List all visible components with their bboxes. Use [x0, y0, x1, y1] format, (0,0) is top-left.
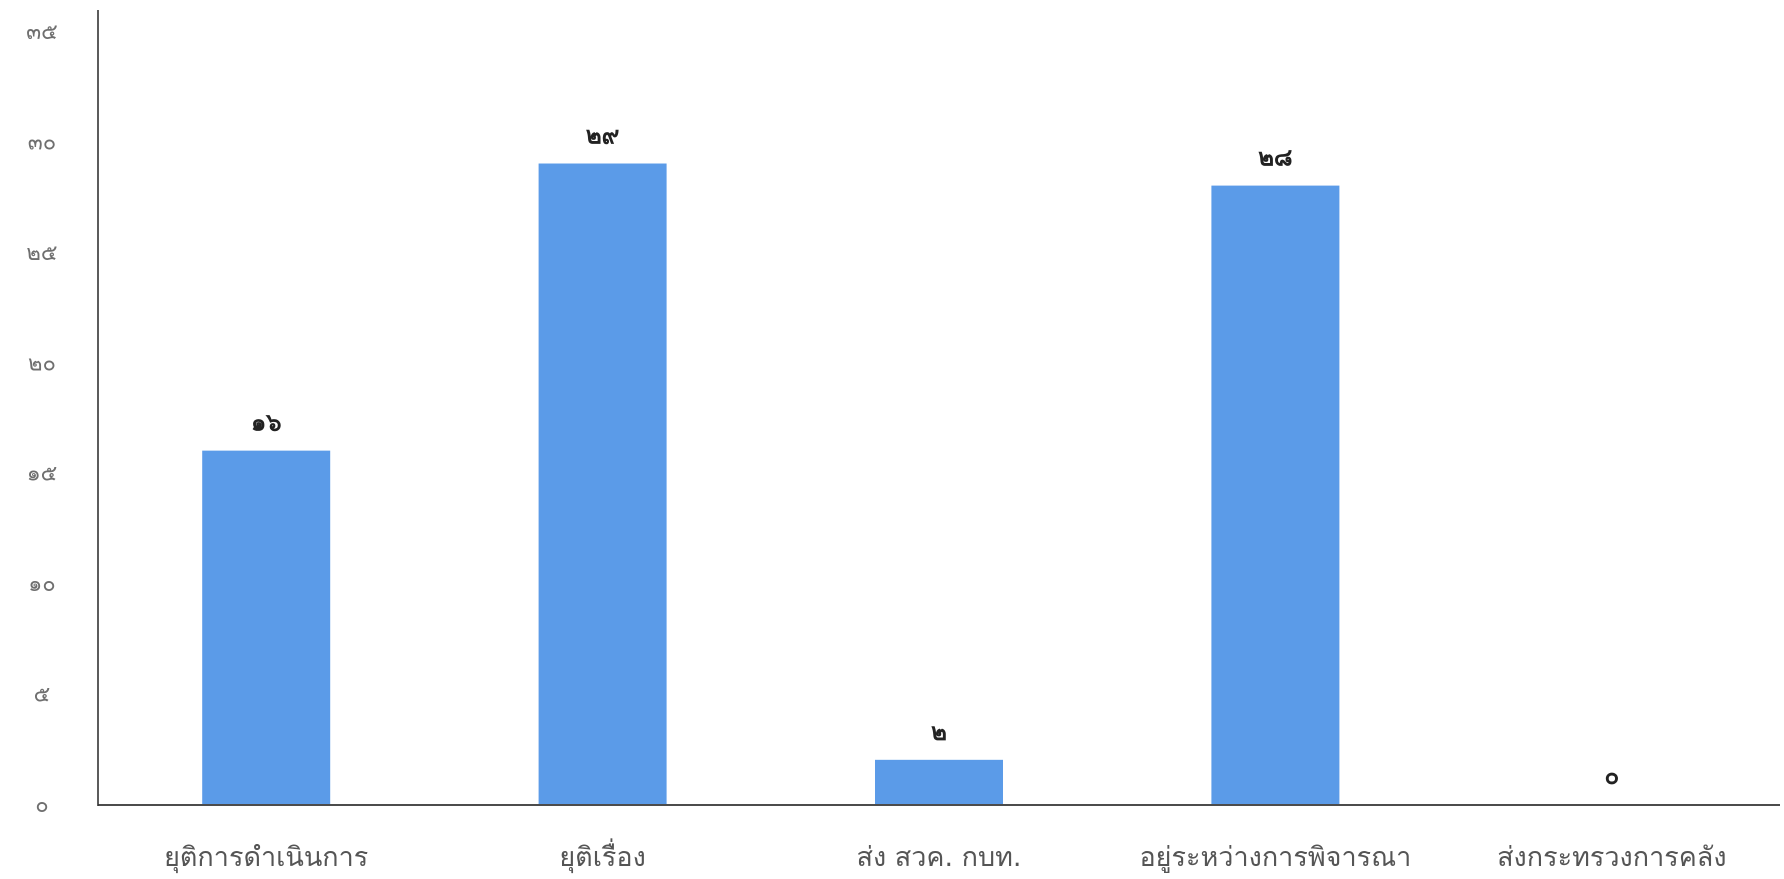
bar — [875, 759, 1003, 804]
bar — [202, 450, 331, 804]
x-tick-label: ยุติการดำเนินการ — [164, 842, 368, 874]
y-tick-label: ๑๕ — [27, 462, 58, 487]
y-axis-ticks: ๐ ๕ ๑๐ ๑๕ ๒๐ ๒๕ ๓๐ ๓๕ — [26, 20, 58, 818]
y-tick-label: ๒๐ — [28, 351, 56, 376]
y-tick-label: ๑๐ — [28, 572, 55, 597]
y-tick-label: ๕ — [34, 683, 51, 708]
bar — [538, 163, 667, 804]
bar-value-label: ๑๖ — [251, 409, 281, 437]
bar-value-label: ๒๙ — [586, 122, 619, 150]
bar-value-label: ๐ — [1604, 762, 1619, 790]
y-tick-label: ๓๕ — [26, 20, 58, 45]
y-tick-label: ๒๕ — [26, 241, 57, 266]
bars-layer — [202, 163, 1340, 805]
y-tick-label: ๐ — [35, 793, 48, 818]
x-axis-ticks: ยุติการดำเนินการ ยุติเรื่อง ส่ง สวค. กบท. อ… — [164, 838, 1726, 874]
x-tick-label: ส่ง สวค. กบท. — [857, 842, 1022, 873]
x-tick-label: ยุติเรื่อง — [559, 838, 645, 874]
bar — [1211, 185, 1340, 805]
data-labels-layer: ๑๖ ๒๙๒ ๒๘๐ — [251, 122, 1619, 790]
bar-value-label: ๒๘ — [1258, 144, 1292, 172]
x-tick-label: อยู่ระหว่างการพิจารณา — [1139, 842, 1411, 873]
y-tick-label: ๓๐ — [28, 130, 56, 155]
x-tick-label: ส่งกระทรวงการคลัง — [1497, 842, 1726, 873]
bar-value-label: ๒ — [931, 718, 947, 746]
